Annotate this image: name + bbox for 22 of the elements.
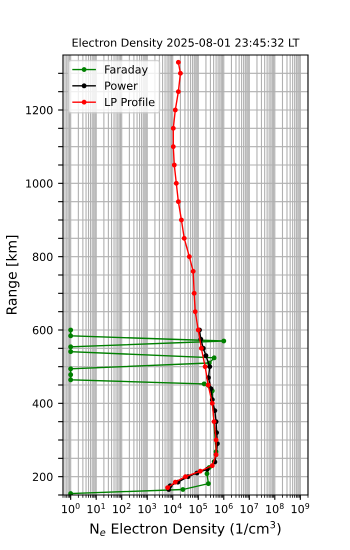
- legend-label: Power: [105, 82, 138, 90]
- legend-label: LP Profile: [105, 98, 154, 106]
- x-tick-label: 10$^{6}$: [215, 503, 233, 514]
- x-tick-label: 10$^{2}$: [113, 503, 130, 514]
- y-axis-title: Range [km]: [6, 236, 20, 314]
- y-tick-label: 600: [32, 326, 53, 334]
- y-tick-label: 800: [32, 252, 53, 262]
- legend-label: Faraday: [105, 65, 148, 76]
- x-tick-label: 10$^{5}$: [190, 503, 207, 514]
- x-tick-label: 10$^{4}$: [164, 503, 182, 514]
- chart-title: Electron Density 2025-08-01 23:45:32 LT: [72, 38, 300, 49]
- x-tick-label: 10$^{8}$: [266, 503, 284, 514]
- x-tick-label: 10$^{9}$: [292, 503, 310, 514]
- y-tick-label: 400: [32, 399, 53, 408]
- x-tick-label: 10$^{7}$: [240, 503, 258, 514]
- y-tick-label: 1000: [26, 179, 53, 188]
- x-tick-label: 10$^{1}$: [88, 503, 105, 514]
- x-tick-label: 10$^{0}$: [62, 503, 80, 514]
- x-tick-label: 10$^{3}$: [138, 503, 156, 514]
- y-tick-label: 1200: [26, 106, 53, 114]
- y-tick-label: 200: [32, 472, 53, 482]
- x-axis-title: N$_{e}$ Electron Density (1/cm$^{3}$): [90, 521, 280, 536]
